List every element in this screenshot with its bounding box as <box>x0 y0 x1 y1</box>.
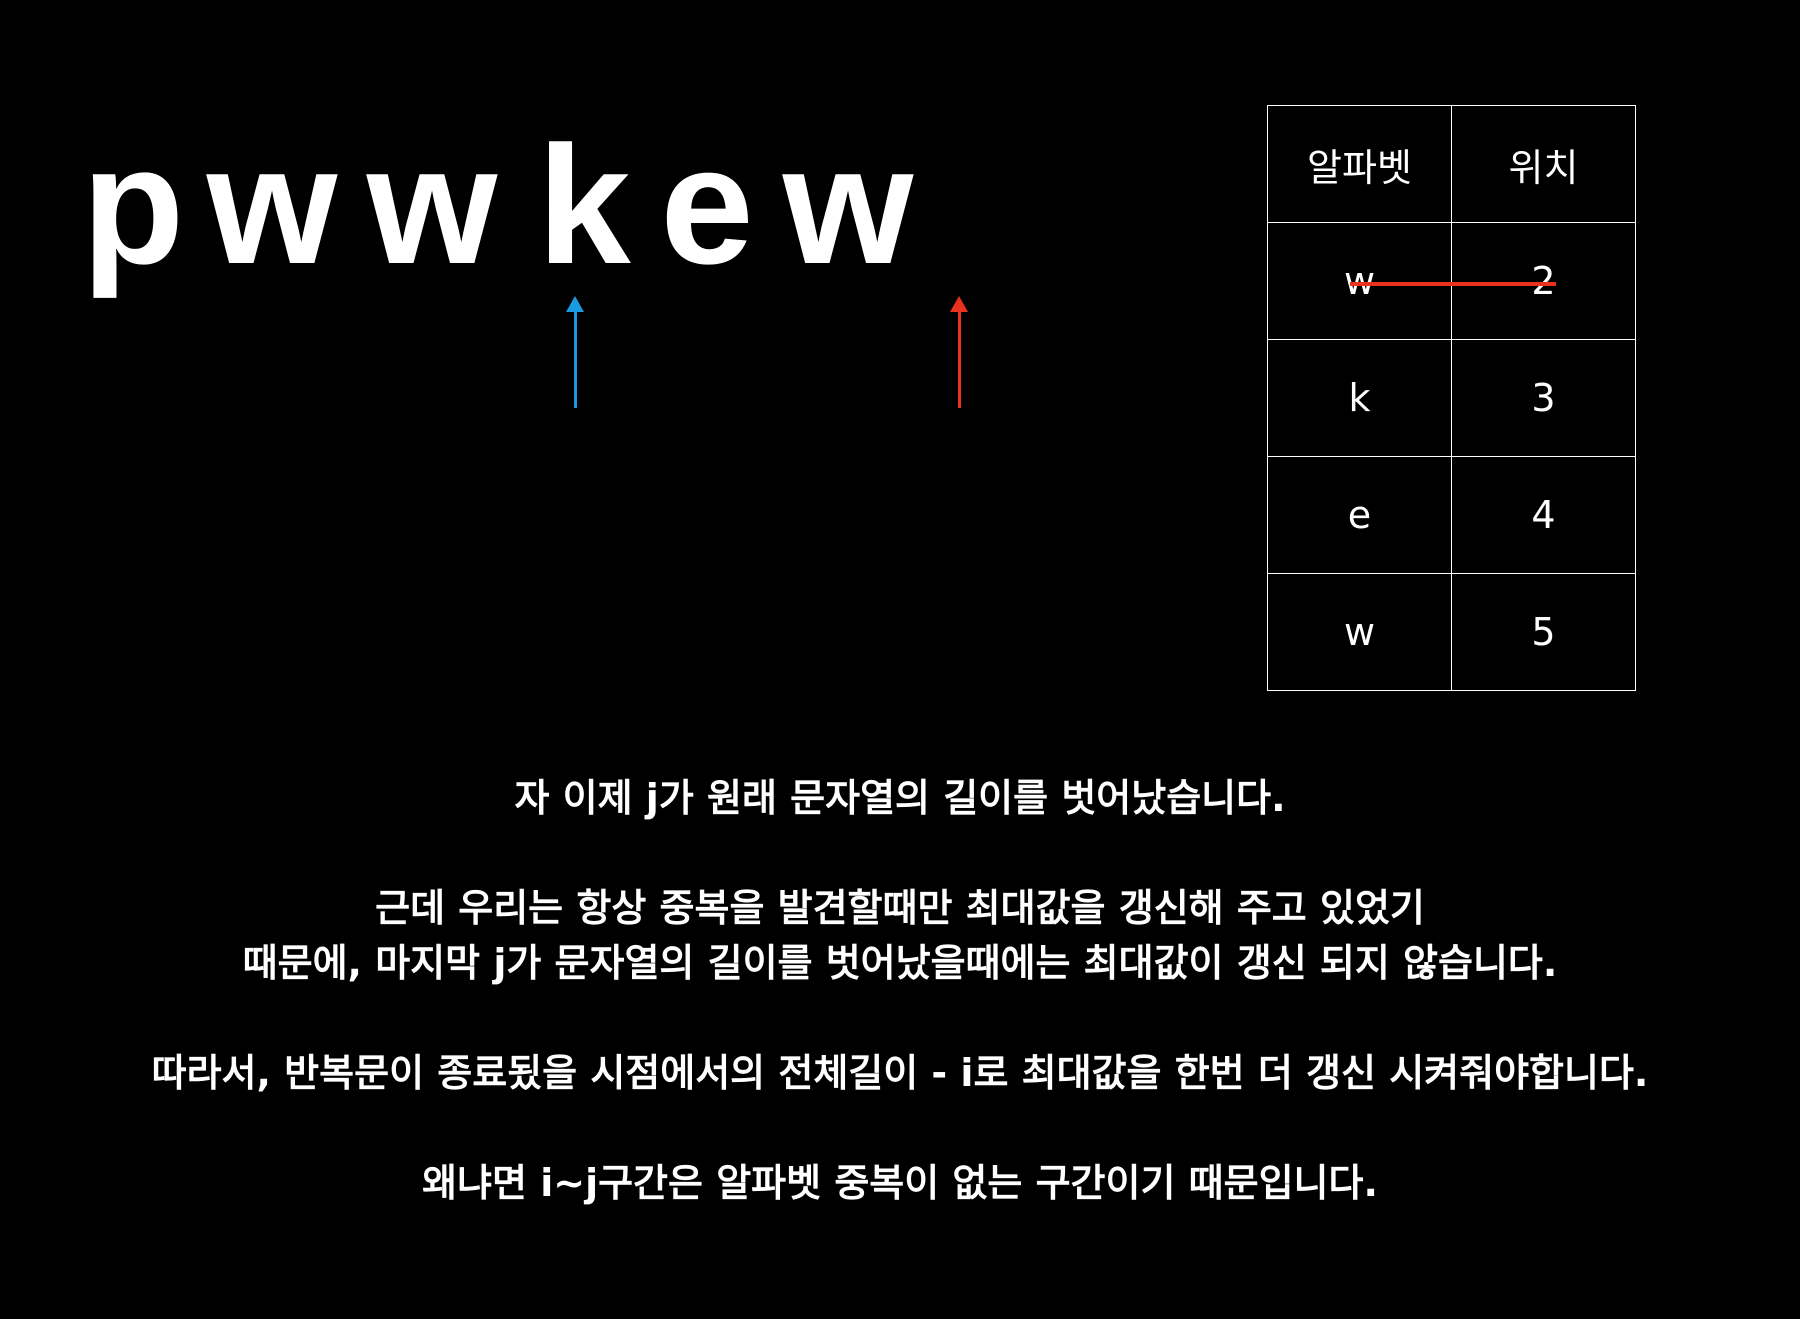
letter-3: k <box>537 111 631 299</box>
cell-alphabet: e <box>1267 456 1452 574</box>
header-position: 위치 <box>1451 105 1636 223</box>
explanation-p1: 자 이제 j가 원래 문자열의 길이를 벗어났습니다. <box>514 776 1286 820</box>
letter-4: e <box>660 111 754 299</box>
explanation-p2-line2: 때문에, 마지막 j가 문자열의 길이를 벗어났을때에는 최대값이 갱신 되지 … <box>242 941 1558 985</box>
letter-0: p <box>81 111 185 299</box>
letter-1: w <box>206 111 338 299</box>
cell-position: 3 <box>1451 339 1636 457</box>
cell-position: 2 <box>1451 222 1636 340</box>
table-row: w 5 <box>1267 573 1636 691</box>
string-letters: p w w k e w <box>0 0 1000 320</box>
letter-2: w <box>366 111 498 299</box>
cell-position: 4 <box>1451 456 1636 574</box>
explanation-p4: 왜냐면 i~j구간은 알파벳 중복이 없는 구간이기 때문입니다. <box>422 1161 1378 1205</box>
table-row: e 4 <box>1267 456 1636 574</box>
row-strike-line <box>1350 282 1556 286</box>
pointer-j-arrow <box>950 296 968 408</box>
explanation-p2-line1: 근데 우리는 항상 중복을 발견할때만 최대값을 갱신해 주고 있었기 <box>375 886 1425 930</box>
cell-alphabet: k <box>1267 339 1452 457</box>
cell-alphabet: w <box>1267 573 1452 691</box>
arrow-shaft <box>574 308 577 408</box>
table-header-row: 알파벳 위치 <box>1267 105 1636 223</box>
table-row: w 2 <box>1267 222 1636 340</box>
header-alphabet: 알파벳 <box>1267 105 1452 223</box>
letter-5: w <box>782 111 914 299</box>
arrow-shaft <box>958 308 961 408</box>
arrow-head-icon <box>566 296 584 312</box>
table-row: k 3 <box>1267 339 1636 457</box>
cell-alphabet: w <box>1267 222 1452 340</box>
position-table: 알파벳 위치 w 2 k 3 e 4 w 5 <box>1267 105 1636 691</box>
pointer-i-arrow <box>566 296 584 408</box>
cell-position: 5 <box>1451 573 1636 691</box>
explanation-p3: 따라서, 반복문이 종료됬을 시점에서의 전체길이 - i로 최대값을 한번 더… <box>151 1051 1649 1095</box>
arrow-head-icon <box>950 296 968 312</box>
